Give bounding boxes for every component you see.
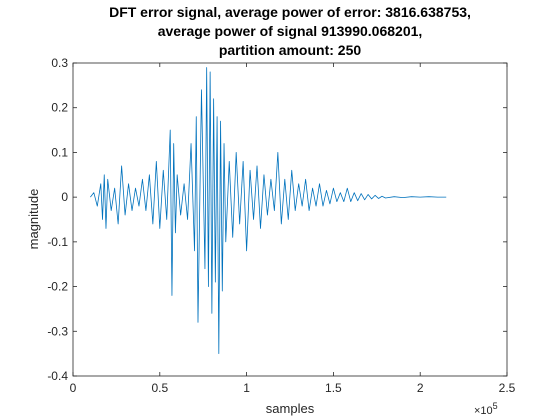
y-tick-label-1: -0.3 <box>47 324 68 338</box>
title-line-3: partition amount: 250 <box>219 42 362 58</box>
plot-area <box>73 63 507 376</box>
axes-box <box>72 62 508 377</box>
x-exponent-base: ×10 <box>474 405 493 417</box>
title-line-1: DFT error signal, average power of error… <box>109 4 471 20</box>
x-exponent-power: 5 <box>493 401 498 411</box>
x-tick-label-4: 2 <box>417 381 424 395</box>
x-exponent-label: ×105 <box>474 401 498 417</box>
tick-labels: 0 0.5 1 1.5 2 2.5 -0.4 -0.3 -0.2 -0.1 0 0.1 0.2 0.3 <box>47 56 515 395</box>
x-tick-label-5: 2.5 <box>499 381 516 395</box>
x-tick-label-2: 1 <box>243 381 250 395</box>
y-tick-label-4: 0 <box>61 190 68 204</box>
y-tick-label-5: 0.1 <box>51 145 68 159</box>
axis-labels: samples magnitude ×105 <box>26 189 498 417</box>
y-tick-label-6: 0.2 <box>51 101 68 115</box>
y-tick-label-7: 0.3 <box>51 56 68 70</box>
chart-title: DFT error signal, average power of error… <box>109 4 471 58</box>
y-axis-label: magnitude <box>26 189 41 250</box>
plot-background <box>73 63 507 376</box>
x-tick-label-0: 0 <box>70 381 77 395</box>
x-tick-label-1: 0.5 <box>151 381 168 395</box>
axes <box>72 62 508 377</box>
y-tick-label-3: -0.1 <box>47 235 68 249</box>
x-tick-label-3: 1.5 <box>325 381 342 395</box>
y-tick-label-0: -0.4 <box>47 369 68 383</box>
title-line-2: average power of signal 913990.068201, <box>158 23 423 39</box>
y-tick-label-2: -0.2 <box>47 280 68 294</box>
series-line-1 <box>90 67 447 355</box>
x-axis-label: samples <box>266 401 315 416</box>
series-layer <box>90 67 447 355</box>
